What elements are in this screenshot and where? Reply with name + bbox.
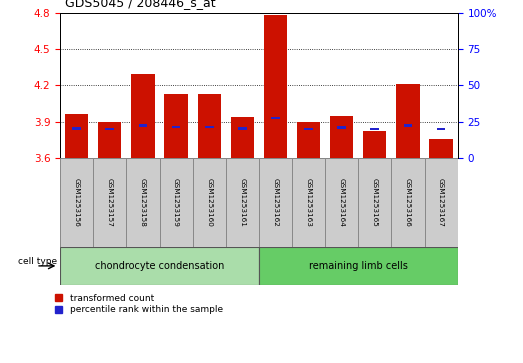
- Bar: [363, 131, 386, 158]
- Bar: [98, 122, 121, 158]
- Text: GSM1253163: GSM1253163: [305, 178, 312, 227]
- Text: chondrocyte condensation: chondrocyte condensation: [95, 261, 224, 271]
- Bar: [127, 158, 160, 247]
- Bar: [231, 117, 254, 158]
- Bar: [391, 158, 425, 247]
- Text: GSM1253159: GSM1253159: [173, 178, 179, 227]
- Bar: [429, 139, 453, 158]
- Bar: [192, 158, 226, 247]
- Bar: [131, 74, 155, 158]
- Bar: [139, 124, 147, 127]
- Bar: [404, 124, 412, 127]
- Text: GSM1253161: GSM1253161: [240, 178, 245, 227]
- Bar: [164, 94, 188, 158]
- Text: GSM1253164: GSM1253164: [339, 178, 345, 227]
- Legend: transformed count, percentile rank within the sample: transformed count, percentile rank withi…: [54, 293, 223, 315]
- Bar: [238, 127, 247, 130]
- Bar: [396, 84, 419, 158]
- Bar: [106, 127, 114, 130]
- Text: GSM1253160: GSM1253160: [206, 178, 212, 227]
- Bar: [330, 115, 354, 158]
- Bar: [93, 158, 127, 247]
- Bar: [72, 127, 81, 130]
- Bar: [198, 94, 221, 158]
- Bar: [292, 158, 325, 247]
- Bar: [160, 158, 192, 247]
- Bar: [297, 122, 320, 158]
- Bar: [60, 247, 259, 285]
- Text: GSM1253162: GSM1253162: [272, 178, 278, 227]
- Text: GSM1253157: GSM1253157: [107, 178, 113, 227]
- Bar: [264, 15, 287, 158]
- Bar: [325, 158, 358, 247]
- Text: cell type: cell type: [18, 257, 58, 266]
- Bar: [226, 158, 259, 247]
- Bar: [271, 117, 280, 119]
- Bar: [259, 247, 458, 285]
- Text: GDS5045 / 208446_s_at: GDS5045 / 208446_s_at: [65, 0, 216, 9]
- Text: GSM1253156: GSM1253156: [74, 178, 79, 227]
- Text: GSM1253158: GSM1253158: [140, 178, 146, 227]
- Bar: [370, 127, 379, 130]
- Bar: [65, 114, 88, 158]
- Bar: [60, 158, 93, 247]
- Bar: [337, 126, 346, 129]
- Text: remaining limb cells: remaining limb cells: [309, 261, 408, 271]
- Bar: [358, 158, 391, 247]
- Text: GSM1253167: GSM1253167: [438, 178, 444, 227]
- Bar: [437, 127, 446, 130]
- Bar: [425, 158, 458, 247]
- Bar: [172, 126, 180, 129]
- Bar: [205, 126, 213, 129]
- Bar: [259, 158, 292, 247]
- Text: GSM1253166: GSM1253166: [405, 178, 411, 227]
- Bar: [304, 127, 313, 130]
- Text: GSM1253165: GSM1253165: [372, 178, 378, 227]
